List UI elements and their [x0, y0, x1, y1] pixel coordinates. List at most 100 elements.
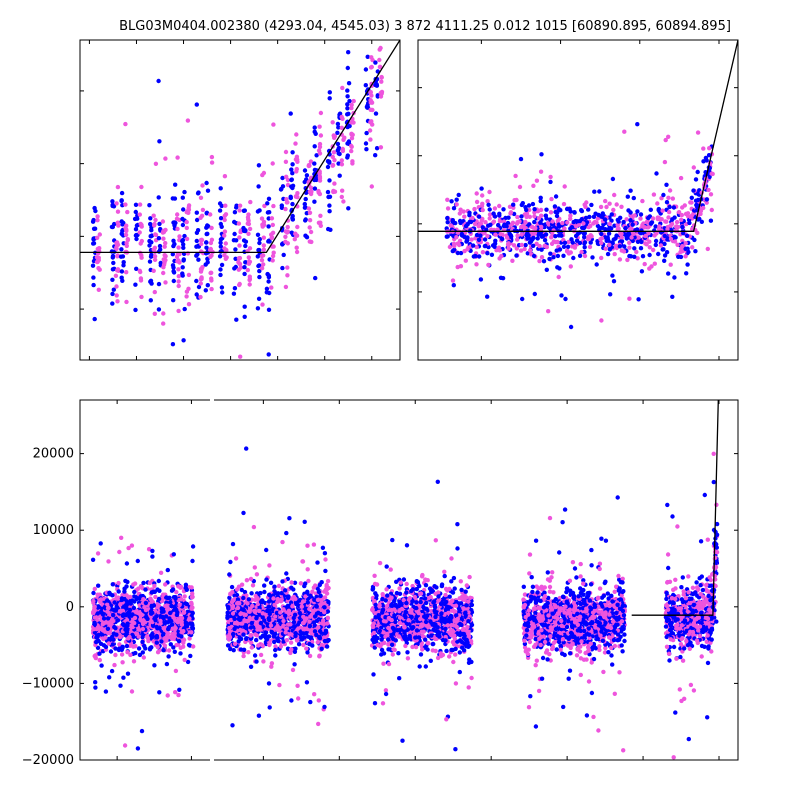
data-point-band-a: [111, 612, 116, 618]
data-point-band-a: [291, 620, 297, 625]
data-point-band-b: [91, 627, 96, 632]
data-point-band-a: [664, 182, 669, 187]
data-point-band-b: [635, 256, 640, 261]
data-point-band-a: [139, 728, 145, 734]
data-point-band-b: [369, 93, 374, 98]
data-point-band-b: [341, 199, 346, 204]
data-point-band-a: [134, 266, 139, 271]
data-point-band-b: [238, 611, 243, 617]
data-point-band-a: [685, 262, 690, 267]
data-point-band-b: [326, 605, 331, 610]
data-point-band-b: [370, 57, 375, 63]
data-point-band-b: [176, 692, 181, 698]
data-point-band-a: [555, 210, 560, 215]
data-point-band-a: [541, 259, 547, 264]
data-point-band-a: [628, 210, 633, 215]
data-point-band-b: [683, 241, 688, 246]
data-point-band-a: [111, 631, 117, 636]
data-point-band-a: [233, 264, 238, 270]
panel-zoom-right-frame: [417, 39, 739, 361]
data-point-band-a: [143, 587, 148, 592]
data-point-band-b: [117, 634, 123, 640]
data-point-band-a: [693, 249, 698, 254]
data-point-band-a: [530, 201, 536, 207]
data-point-band-a: [235, 597, 241, 602]
data-point-band-a: [110, 301, 115, 306]
data-point-band-b: [651, 192, 657, 197]
data-point-band-b: [261, 170, 267, 176]
data-point-band-b: [515, 237, 520, 242]
data-point-band-b: [527, 214, 532, 219]
data-point-band-a: [254, 659, 259, 664]
data-point-band-b: [293, 157, 299, 162]
data-point-band-a: [586, 207, 591, 212]
data-point-band-a: [260, 624, 266, 629]
data-point-band-b: [332, 158, 337, 163]
data-point-band-a: [230, 541, 236, 547]
data-point-band-a: [273, 647, 278, 653]
data-point-band-a: [98, 541, 103, 546]
data-point-band-b: [622, 129, 627, 134]
data-point-band-a: [460, 233, 465, 238]
data-point-band-a: [314, 632, 319, 638]
data-point-band-a: [173, 182, 178, 187]
data-point-band-b: [280, 539, 285, 545]
data-point-band-a: [704, 197, 709, 202]
data-point-band-a: [148, 645, 153, 651]
data-point-band-b: [640, 198, 645, 204]
data-point-band-a: [90, 557, 96, 562]
data-point-band-b: [146, 547, 152, 552]
data-point-band-a: [523, 242, 528, 248]
data-point-band-a: [119, 190, 125, 196]
data-point-band-a: [93, 208, 98, 214]
data-point-band-a: [653, 242, 658, 248]
data-point-band-a: [150, 554, 155, 559]
data-point-band-a: [164, 661, 170, 667]
data-point-band-a: [190, 558, 195, 564]
data-point-band-a: [345, 102, 350, 107]
data-point-band-b: [125, 237, 131, 243]
data-point-band-b: [339, 114, 344, 120]
data-point-band-a: [647, 252, 652, 258]
data-point-band-b: [662, 159, 668, 165]
data-point-band-a: [478, 233, 483, 238]
data-point-band-b: [463, 258, 468, 263]
data-point-band-a: [670, 294, 675, 299]
data-point-band-a: [194, 253, 199, 258]
data-point-band-b: [138, 241, 143, 246]
data-point-band-a: [182, 233, 187, 239]
data-point-band-a: [147, 259, 153, 264]
data-point-band-a: [257, 240, 262, 246]
data-point-band-b: [322, 595, 328, 600]
data-point-band-b: [270, 161, 275, 166]
data-point-band-a: [227, 595, 232, 600]
data-point-band-b: [176, 308, 181, 314]
data-point-band-a: [168, 600, 173, 605]
data-point-band-b: [250, 583, 256, 588]
data-point-band-a: [205, 283, 210, 288]
data-point-band-a: [274, 610, 280, 616]
data-point-band-b: [495, 227, 500, 232]
data-point-band-b: [259, 642, 265, 648]
data-point-band-a: [149, 611, 154, 616]
data-point-band-b: [426, 641, 431, 646]
data-point-band-a: [148, 279, 153, 284]
data-point-band-a: [435, 479, 440, 484]
data-point-band-b: [673, 224, 679, 229]
data-point-band-a: [482, 237, 488, 242]
data-point-band-b: [272, 602, 277, 608]
data-point-band-a: [683, 246, 688, 251]
data-point-band-a: [279, 203, 284, 208]
data-point-band-a: [284, 530, 289, 536]
data-point-band-a: [569, 225, 575, 230]
data-point-band-a: [275, 636, 280, 641]
data-point-band-a: [182, 189, 187, 195]
data-point-band-a: [111, 287, 117, 292]
data-point-band-a: [487, 207, 492, 212]
data-point-band-a: [661, 192, 666, 198]
data-point-band-b: [163, 240, 168, 246]
data-point-band-a: [493, 238, 498, 243]
data-point-band-a: [602, 217, 608, 222]
data-point-band-a: [271, 634, 277, 639]
data-point-band-a: [120, 622, 126, 627]
